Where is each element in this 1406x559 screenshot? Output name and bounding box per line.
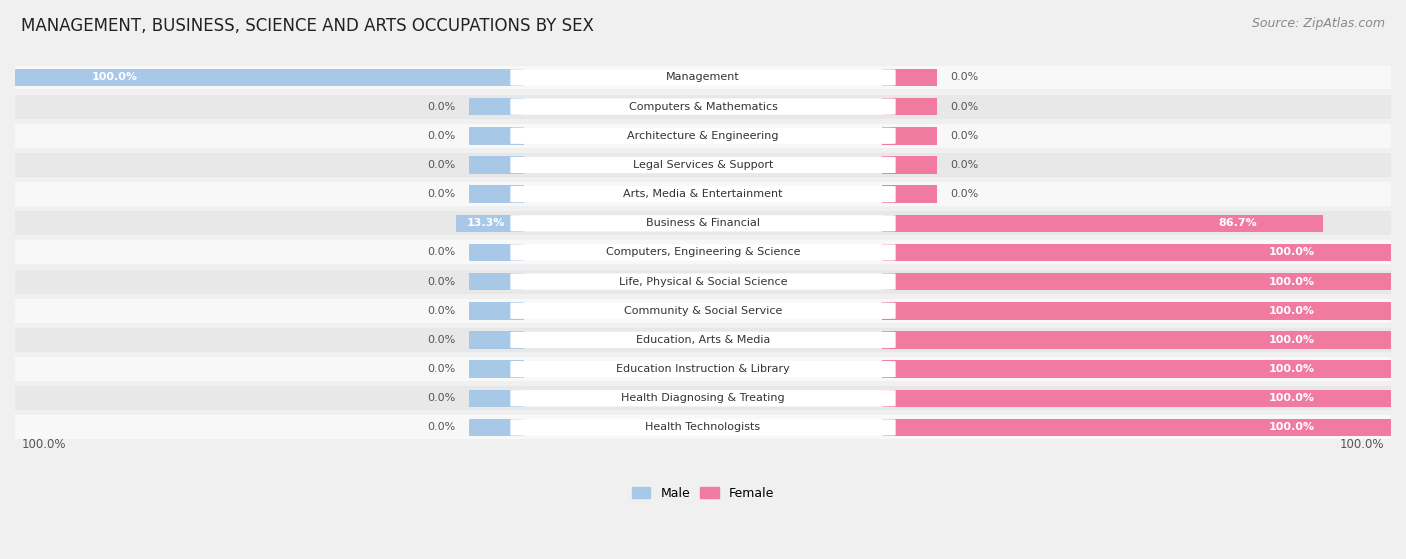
Text: Life, Physical & Social Science: Life, Physical & Social Science xyxy=(619,277,787,287)
Bar xyxy=(470,361,524,378)
Bar xyxy=(15,415,1391,439)
Text: 0.0%: 0.0% xyxy=(950,160,979,170)
Bar xyxy=(882,361,1391,378)
Text: Source: ZipAtlas.com: Source: ZipAtlas.com xyxy=(1251,17,1385,30)
Bar xyxy=(882,273,1391,290)
Text: 0.0%: 0.0% xyxy=(427,160,456,170)
Bar xyxy=(470,390,524,407)
Bar xyxy=(470,98,524,115)
FancyBboxPatch shape xyxy=(510,273,896,290)
Text: 100.0%: 100.0% xyxy=(1268,306,1315,316)
Bar xyxy=(882,302,1391,320)
Bar xyxy=(882,156,936,174)
Bar xyxy=(470,419,524,436)
FancyBboxPatch shape xyxy=(510,157,896,173)
Text: Health Diagnosing & Treating: Health Diagnosing & Treating xyxy=(621,394,785,403)
FancyBboxPatch shape xyxy=(510,390,896,406)
Text: Computers, Engineering & Science: Computers, Engineering & Science xyxy=(606,248,800,258)
FancyBboxPatch shape xyxy=(510,127,896,144)
Text: Education, Arts & Media: Education, Arts & Media xyxy=(636,335,770,345)
Text: 0.0%: 0.0% xyxy=(950,73,979,83)
Bar xyxy=(470,127,524,145)
Text: 0.0%: 0.0% xyxy=(427,248,456,258)
Bar xyxy=(15,240,1391,264)
Text: 0.0%: 0.0% xyxy=(950,102,979,112)
Bar xyxy=(457,215,524,232)
Text: Legal Services & Support: Legal Services & Support xyxy=(633,160,773,170)
Text: 0.0%: 0.0% xyxy=(427,189,456,199)
FancyBboxPatch shape xyxy=(510,215,896,231)
Text: 100.0%: 100.0% xyxy=(1268,423,1315,433)
Text: MANAGEMENT, BUSINESS, SCIENCE AND ARTS OCCUPATIONS BY SEX: MANAGEMENT, BUSINESS, SCIENCE AND ARTS O… xyxy=(21,17,593,35)
Text: 0.0%: 0.0% xyxy=(427,277,456,287)
FancyBboxPatch shape xyxy=(510,332,896,348)
Text: Computers & Mathematics: Computers & Mathematics xyxy=(628,102,778,112)
Bar xyxy=(470,244,524,261)
Bar xyxy=(15,269,1391,293)
Bar xyxy=(882,186,936,203)
Text: Architecture & Engineering: Architecture & Engineering xyxy=(627,131,779,141)
Text: 100.0%: 100.0% xyxy=(1268,364,1315,374)
Bar xyxy=(882,390,1391,407)
Bar xyxy=(470,156,524,174)
Bar xyxy=(15,299,1391,323)
Text: Management: Management xyxy=(666,73,740,83)
Text: 100.0%: 100.0% xyxy=(22,438,66,451)
Text: 0.0%: 0.0% xyxy=(427,306,456,316)
Bar xyxy=(15,65,1391,89)
Bar xyxy=(882,215,1323,232)
Bar xyxy=(882,331,1391,349)
Bar xyxy=(15,182,1391,206)
Text: 0.0%: 0.0% xyxy=(427,335,456,345)
Text: 100.0%: 100.0% xyxy=(1268,248,1315,258)
Bar xyxy=(15,94,1391,119)
Bar xyxy=(15,357,1391,381)
Legend: Male, Female: Male, Female xyxy=(627,482,779,505)
FancyBboxPatch shape xyxy=(510,302,896,319)
Text: Arts, Media & Entertainment: Arts, Media & Entertainment xyxy=(623,189,783,199)
Text: 0.0%: 0.0% xyxy=(427,423,456,433)
Bar xyxy=(470,302,524,320)
Text: 0.0%: 0.0% xyxy=(427,364,456,374)
FancyBboxPatch shape xyxy=(510,244,896,260)
FancyBboxPatch shape xyxy=(510,419,896,435)
Text: Business & Financial: Business & Financial xyxy=(645,218,761,228)
Text: Health Technologists: Health Technologists xyxy=(645,423,761,433)
Bar xyxy=(882,69,936,86)
FancyBboxPatch shape xyxy=(510,98,896,115)
Text: 0.0%: 0.0% xyxy=(427,394,456,403)
Bar xyxy=(882,98,936,115)
Bar xyxy=(15,153,1391,177)
Text: 0.0%: 0.0% xyxy=(427,131,456,141)
Text: Community & Social Service: Community & Social Service xyxy=(624,306,782,316)
Bar xyxy=(882,127,936,145)
Text: 86.7%: 86.7% xyxy=(1219,218,1257,228)
Bar xyxy=(15,328,1391,352)
Bar xyxy=(15,386,1391,410)
Text: 13.3%: 13.3% xyxy=(467,218,505,228)
FancyBboxPatch shape xyxy=(510,69,896,86)
FancyBboxPatch shape xyxy=(510,361,896,377)
Text: 0.0%: 0.0% xyxy=(950,131,979,141)
Text: 100.0%: 100.0% xyxy=(1268,394,1315,403)
Bar xyxy=(15,211,1391,235)
Bar xyxy=(882,419,1391,436)
Bar xyxy=(470,186,524,203)
Bar xyxy=(15,69,524,86)
FancyBboxPatch shape xyxy=(510,186,896,202)
Text: 100.0%: 100.0% xyxy=(1268,335,1315,345)
Bar xyxy=(882,244,1391,261)
Text: 100.0%: 100.0% xyxy=(1268,277,1315,287)
Text: Education Instruction & Library: Education Instruction & Library xyxy=(616,364,790,374)
Bar xyxy=(15,124,1391,148)
Text: 100.0%: 100.0% xyxy=(91,73,138,83)
Text: 100.0%: 100.0% xyxy=(1340,438,1384,451)
Bar xyxy=(470,331,524,349)
Bar xyxy=(470,273,524,290)
Text: 0.0%: 0.0% xyxy=(950,189,979,199)
Text: 0.0%: 0.0% xyxy=(427,102,456,112)
